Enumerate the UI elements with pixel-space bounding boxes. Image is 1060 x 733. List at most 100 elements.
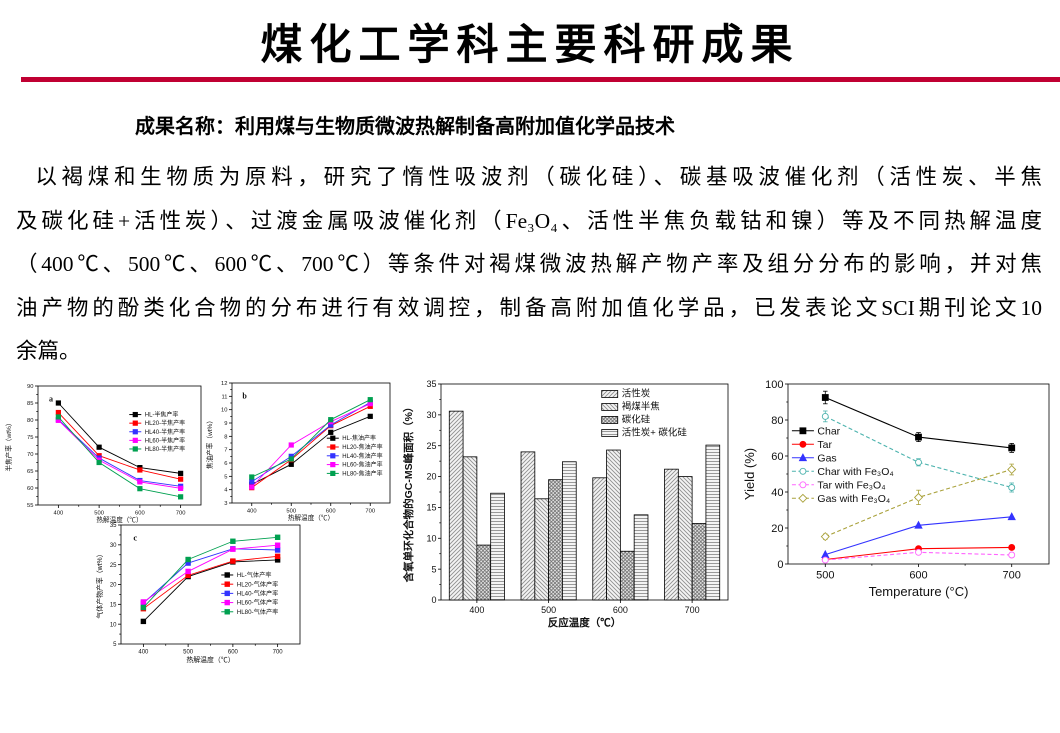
body-line: 以褐煤和生物质为原料，研究了惰性吸波剂（碳化硅）、碳基吸波催化剂（活性炭、半焦 <box>35 165 1042 189</box>
svg-text:HL-焦油产率: HL-焦油产率 <box>342 434 376 442</box>
svg-text:半焦产率（wt%）: 半焦产率（wt%） <box>4 419 13 471</box>
svg-text:500: 500 <box>183 650 194 656</box>
svg-text:0: 0 <box>777 559 783 571</box>
svg-text:7: 7 <box>224 448 227 454</box>
svg-text:400: 400 <box>138 650 149 656</box>
svg-text:80: 80 <box>27 418 33 424</box>
svg-text:c: c <box>133 532 137 542</box>
svg-text:HL60-焦油产率: HL60-焦油产率 <box>342 461 382 469</box>
svg-text:Char: Char <box>817 425 840 437</box>
svg-text:HL20-焦油产率: HL20-焦油产率 <box>342 443 382 451</box>
svg-text:Char with Fe₃O₄: Char with Fe₃O₄ <box>817 466 893 478</box>
svg-text:60: 60 <box>27 486 33 492</box>
page-title: 煤化工学科主要科研成果 <box>260 21 800 68</box>
svg-text:热解温度（℃）: 热解温度（℃） <box>288 513 334 522</box>
svg-text:HL80-半焦产率: HL80-半焦产率 <box>145 445 185 453</box>
svg-text:90: 90 <box>27 384 33 390</box>
svg-text:HL80-气体产率: HL80-气体产率 <box>237 608 279 616</box>
svg-text:15: 15 <box>110 602 117 608</box>
svg-text:HL40-气体产率: HL40-气体产率 <box>237 589 279 597</box>
svg-text:Yield (%): Yield (%) <box>742 448 757 500</box>
svg-text:褐煤半焦: 褐煤半焦 <box>622 400 661 412</box>
svg-text:35: 35 <box>426 379 436 389</box>
svg-text:HL-气体产率: HL-气体产率 <box>237 571 272 579</box>
svg-text:700: 700 <box>176 510 186 516</box>
svg-text:70: 70 <box>27 452 33 458</box>
svg-text:500: 500 <box>286 508 296 514</box>
svg-text:25: 25 <box>426 441 436 451</box>
line-chart-semicoke-yield: 55 60 65 70 75 80 85 90 热解温度（℃） 半焦产率（wt%） 400 500 60… <box>2 378 207 533</box>
svg-text:40: 40 <box>771 487 783 499</box>
svg-text:600: 600 <box>228 650 239 656</box>
svg-text:碳化硅: 碳化硅 <box>622 413 651 425</box>
svg-text:25: 25 <box>110 563 117 569</box>
svg-text:HL-半焦产率: HL-半焦产率 <box>145 411 179 419</box>
svg-text:500: 500 <box>541 605 556 615</box>
svg-text:35: 35 <box>110 523 117 529</box>
svg-text:0: 0 <box>431 595 436 605</box>
svg-text:a: a <box>49 394 53 403</box>
svg-text:Temperature (°C): Temperature (°C) <box>869 584 969 599</box>
svg-text:6: 6 <box>224 461 227 467</box>
svg-text:HL40-半焦产率: HL40-半焦产率 <box>145 428 185 436</box>
svg-text:HL40-焦油产率: HL40-焦油产率 <box>342 452 382 460</box>
svg-text:500: 500 <box>816 570 834 582</box>
title-divider <box>21 77 1060 82</box>
bar-chart-gcms-peak-area: 0 5 10 15 20 25 30 35 反应温度（℃） 含氧单环化合物的GC-MS峰面积（%）… <box>402 376 734 635</box>
svg-text:3: 3 <box>224 501 227 507</box>
line-chart-tar-yield: 3 4 5 6 7 8 9 10 11 12 热解温度（℃） 焦油产率（wt%） 400 500 600 70… <box>205 376 397 533</box>
svg-text:4: 4 <box>224 488 228 494</box>
svg-text:80: 80 <box>771 415 783 427</box>
svg-text:55: 55 <box>27 503 33 509</box>
svg-text:HL20-气体产率: HL20-气体产率 <box>237 580 279 588</box>
svg-text:HL60-半焦产率: HL60-半焦产率 <box>145 436 185 444</box>
svg-text:20: 20 <box>110 583 117 589</box>
body-line: 油产物的酚类化合物的分布进行有效调控，制备高附加值化学品，已发表论文SCI期刊论… <box>16 295 1042 320</box>
svg-text:600: 600 <box>135 510 145 516</box>
svg-text:600: 600 <box>326 508 336 514</box>
svg-text:85: 85 <box>27 401 33 407</box>
svg-text:10: 10 <box>426 533 436 543</box>
svg-text:30: 30 <box>110 543 117 549</box>
svg-text:Tar with Fe₃O₄: Tar with Fe₃O₄ <box>817 479 885 491</box>
svg-text:9: 9 <box>224 421 227 427</box>
body-line: （400℃、500℃、600℃、700℃）等条件对褐煤微波热解产物产率及组分分布… <box>16 252 1042 276</box>
svg-text:700: 700 <box>273 650 284 656</box>
svg-text:20: 20 <box>771 523 783 535</box>
svg-text:700: 700 <box>1003 570 1021 582</box>
svg-text:热解温度（℃）: 热解温度（℃） <box>186 655 234 664</box>
svg-text:活性炭: 活性炭 <box>622 387 651 399</box>
svg-text:10: 10 <box>110 622 117 628</box>
svg-text:75: 75 <box>27 435 33 441</box>
svg-text:焦油产率（wt%）: 焦油产率（wt%） <box>205 417 214 469</box>
body-line: 及碳化硅+活性炭）、过渡金属吸波催化剂（Fe₃O₄、活性半焦负载钴和镍）等及不同… <box>16 208 1042 233</box>
svg-text:活性炭+ 碳化硅: 活性炭+ 碳化硅 <box>622 426 688 438</box>
svg-text:Gas: Gas <box>817 452 836 464</box>
svg-text:反应温度（℃）: 反应温度（℃） <box>548 616 622 629</box>
svg-text:HL80-焦油产率: HL80-焦油产率 <box>342 469 382 477</box>
svg-text:5: 5 <box>431 564 436 574</box>
svg-text:400: 400 <box>469 605 484 615</box>
svg-text:含氧单环化合物的GC-MS峰面积（%）: 含氧单环化合物的GC-MS峰面积（%） <box>402 402 415 583</box>
svg-text:500: 500 <box>94 510 104 516</box>
body-line: 余篇。 <box>16 339 81 363</box>
achievement-name-heading: 成果名称：利用煤与生物质微波热解制备高附加值化学品技术 <box>135 116 675 138</box>
svg-text:15: 15 <box>426 503 436 513</box>
line-chart-yield-temperature: 0 20 40 60 80 100 Temperature (°C) Yield (%) 500… <box>740 372 1060 613</box>
svg-text:b: b <box>242 392 247 401</box>
svg-text:气体产物产率（wt%）: 气体产物产率（wt%） <box>95 550 104 618</box>
svg-text:HL60-气体产率: HL60-气体产率 <box>237 599 279 607</box>
svg-text:20: 20 <box>426 472 436 482</box>
svg-text:8: 8 <box>224 434 227 440</box>
body-paragraph: 以褐煤和生物质为原料，研究了惰性吸波剂（碳化硅）、碳基吸波催化剂（活性炭、半焦 … <box>16 156 1042 374</box>
svg-text:600: 600 <box>909 570 927 582</box>
svg-text:11: 11 <box>221 394 227 400</box>
svg-text:60: 60 <box>771 451 783 463</box>
svg-text:400: 400 <box>247 508 257 514</box>
svg-text:600: 600 <box>613 605 628 615</box>
svg-text:12: 12 <box>221 381 227 387</box>
svg-text:Tar: Tar <box>817 439 832 451</box>
svg-text:5: 5 <box>113 642 117 648</box>
svg-text:Gas with Fe₃O₄: Gas with Fe₃O₄ <box>817 493 890 505</box>
